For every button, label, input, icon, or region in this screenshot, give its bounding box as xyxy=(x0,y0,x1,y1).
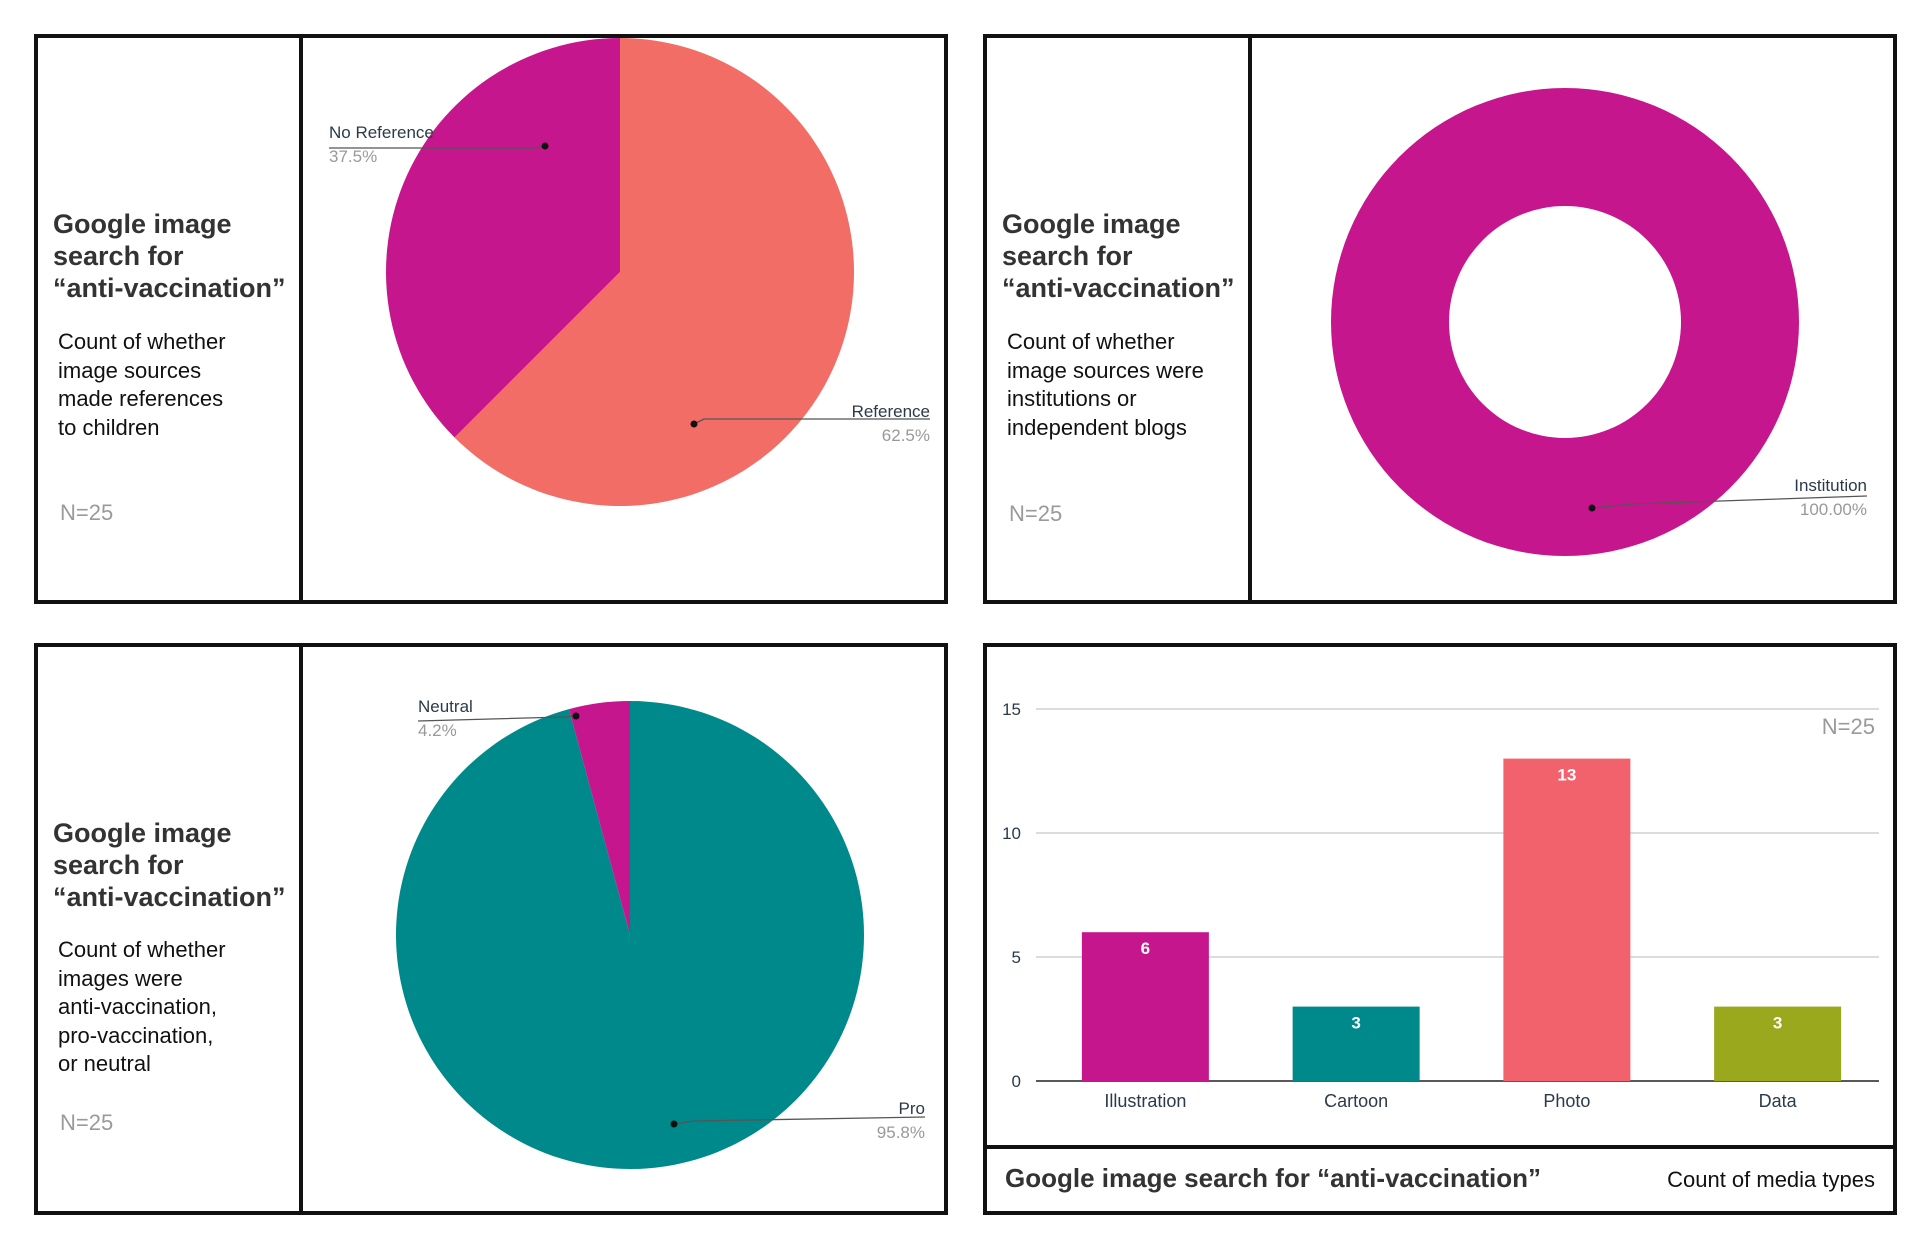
data-label-cartoon: 3 xyxy=(1351,1014,1360,1033)
panel-children-references: Google image search for “anti-vaccinatio… xyxy=(34,34,948,604)
pie-chart-children: Reference 62.5% No Reference 37.5% xyxy=(329,38,930,506)
slice-label-neutral: Neutral xyxy=(418,697,473,716)
y-tick-label-10: 10 xyxy=(1002,824,1021,843)
leader-line-no-reference xyxy=(329,145,546,149)
bar-chart-media-types: 0 5 10 15 6 Illustration 3 Cartoon 13 Photo 3 Data xyxy=(1002,700,1879,1111)
leader-line-institution xyxy=(1591,495,1868,509)
panel-sidebar: Google image search for “anti-vaccinatio… xyxy=(987,38,1252,600)
donut-chart-institutions: Institution 100.00% xyxy=(1331,88,1868,556)
leader-dot-neutral xyxy=(572,712,580,720)
bar-data xyxy=(1714,1006,1842,1081)
bar-illustration xyxy=(1081,932,1209,1081)
bar-chart-footer: Google image search for “anti-vaccinatio… xyxy=(987,1145,1893,1211)
chart-subtitle: Count of media types xyxy=(1667,1167,1875,1192)
slice-label-pro: Pro xyxy=(899,1099,925,1118)
pie-chart-area: Reference 62.5% No Reference 37.5% xyxy=(303,38,944,600)
data-label-data: 3 xyxy=(1773,1014,1782,1033)
leader-line-reference xyxy=(693,418,930,425)
data-label-photo: 13 xyxy=(1557,766,1576,785)
y-tick-label-15: 15 xyxy=(1002,700,1021,719)
x-tick-label-cartoon: Cartoon xyxy=(1324,1091,1388,1111)
chart-title: Google image search for “anti-vaccinatio… xyxy=(53,209,286,303)
panel-sidebar: Google image search for “anti-vaccinatio… xyxy=(38,647,303,1211)
leader-dot-no-reference xyxy=(541,142,549,150)
slice-label-institution: Institution xyxy=(1794,476,1867,495)
x-tick-label-photo: Photo xyxy=(1543,1091,1590,1111)
slice-label-no-reference: No Reference xyxy=(329,123,434,142)
pie-slice-reference xyxy=(454,38,854,506)
pie-slice-no-reference xyxy=(386,38,620,438)
pie-slice-neutral xyxy=(568,701,630,935)
donut-chart-area: Institution 100.00% xyxy=(1252,38,1893,600)
pie-chart-stance: Pro 95.8% Neutral 4.2% xyxy=(396,697,926,1169)
slice-label-reference: Reference xyxy=(852,402,930,421)
y-tick-label-5: 5 xyxy=(1012,948,1021,967)
panel-institutions: Google image search for “anti-vaccinatio… xyxy=(983,34,1897,604)
y-tick-label-0: 0 xyxy=(1012,1072,1021,1091)
chart-subtitle: Count of whether images were anti-vaccin… xyxy=(58,937,226,1076)
slice-percent-reference: 62.5% xyxy=(882,426,930,445)
leader-dot-pro xyxy=(670,1120,678,1128)
slice-percent-institution: 100.00% xyxy=(1800,500,1867,519)
sample-size: N=25 xyxy=(1009,501,1063,526)
slice-percent-pro: 95.8% xyxy=(877,1123,925,1142)
sample-size: N=25 xyxy=(60,1110,114,1135)
x-tick-label-illustration: Illustration xyxy=(1104,1091,1186,1111)
chart-title: Google image search for “anti-vaccinatio… xyxy=(1002,209,1235,303)
slice-percent-neutral: 4.2% xyxy=(418,721,457,740)
slice-percent-no-reference: 37.5% xyxy=(329,147,377,166)
x-tick-label-data: Data xyxy=(1759,1091,1798,1111)
bar-cartoon xyxy=(1292,1006,1420,1081)
leader-line-neutral xyxy=(417,715,577,722)
panel-sidebar: Google image search for “anti-vaccinatio… xyxy=(38,38,303,600)
panel-media-types: 0 5 10 15 6 Illustration 3 Cartoon 13 Photo 3 Data … xyxy=(983,643,1897,1215)
chart-title: Google image search for “anti-vaccinatio… xyxy=(53,818,286,912)
leader-dot-institution xyxy=(1588,504,1596,512)
donut-hole xyxy=(1449,206,1681,438)
chart-subtitle: Count of whether image sources were inst… xyxy=(1007,329,1204,440)
sample-size: N=25 xyxy=(60,500,114,525)
panel-stance: Google image search for “anti-vaccinatio… xyxy=(34,643,948,1215)
bar-photo xyxy=(1503,758,1631,1081)
leader-dot-reference xyxy=(690,420,698,428)
leader-line-pro xyxy=(673,1116,926,1125)
chart-subtitle: Count of whether image sources made refe… xyxy=(58,329,226,440)
sample-size: N=25 xyxy=(1821,714,1875,739)
data-label-illustration: 6 xyxy=(1141,939,1150,958)
chart-title: Google image search for “anti-vaccinatio… xyxy=(1005,1163,1542,1193)
pie-chart-area: Pro 95.8% Neutral 4.2% xyxy=(303,647,944,1211)
